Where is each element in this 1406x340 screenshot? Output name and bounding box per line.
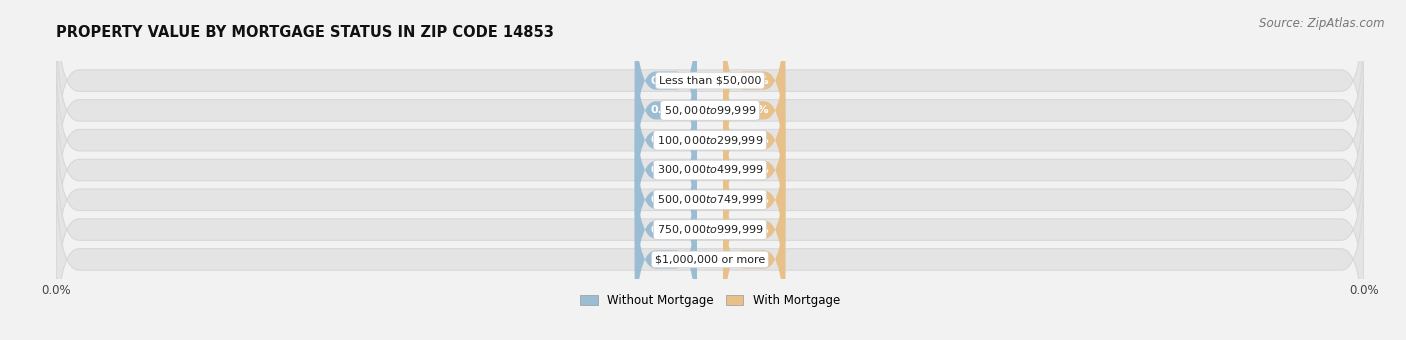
Text: Less than $50,000: Less than $50,000: [659, 75, 761, 86]
Text: 0.0%: 0.0%: [738, 165, 769, 175]
Text: $100,000 to $299,999: $100,000 to $299,999: [657, 134, 763, 147]
FancyBboxPatch shape: [723, 54, 785, 226]
FancyBboxPatch shape: [56, 166, 1364, 340]
Text: $300,000 to $499,999: $300,000 to $499,999: [657, 164, 763, 176]
Text: 0.0%: 0.0%: [651, 135, 682, 145]
Text: 0.0%: 0.0%: [651, 254, 682, 265]
Text: $50,000 to $99,999: $50,000 to $99,999: [664, 104, 756, 117]
FancyBboxPatch shape: [636, 173, 697, 340]
FancyBboxPatch shape: [56, 106, 1364, 293]
Text: 0.0%: 0.0%: [651, 75, 682, 86]
Legend: Without Mortgage, With Mortgage: Without Mortgage, With Mortgage: [575, 290, 845, 312]
FancyBboxPatch shape: [56, 47, 1364, 234]
Text: Source: ZipAtlas.com: Source: ZipAtlas.com: [1260, 17, 1385, 30]
FancyBboxPatch shape: [56, 0, 1364, 174]
FancyBboxPatch shape: [723, 84, 785, 256]
FancyBboxPatch shape: [636, 54, 697, 226]
Text: PROPERTY VALUE BY MORTGAGE STATUS IN ZIP CODE 14853: PROPERTY VALUE BY MORTGAGE STATUS IN ZIP…: [56, 26, 554, 40]
Text: 0.0%: 0.0%: [738, 254, 769, 265]
FancyBboxPatch shape: [723, 173, 785, 340]
FancyBboxPatch shape: [636, 24, 697, 197]
Text: 0.0%: 0.0%: [738, 75, 769, 86]
FancyBboxPatch shape: [636, 143, 697, 316]
Text: 0.0%: 0.0%: [738, 105, 769, 115]
FancyBboxPatch shape: [723, 0, 785, 167]
Text: $1,000,000 or more: $1,000,000 or more: [655, 254, 765, 265]
FancyBboxPatch shape: [636, 0, 697, 167]
Text: 0.0%: 0.0%: [651, 195, 682, 205]
Text: 0.0%: 0.0%: [651, 225, 682, 235]
Text: $500,000 to $749,999: $500,000 to $749,999: [657, 193, 763, 206]
FancyBboxPatch shape: [636, 84, 697, 256]
FancyBboxPatch shape: [56, 136, 1364, 323]
Text: 0.0%: 0.0%: [738, 225, 769, 235]
FancyBboxPatch shape: [723, 114, 785, 286]
FancyBboxPatch shape: [723, 24, 785, 197]
FancyBboxPatch shape: [56, 17, 1364, 204]
Text: 0.0%: 0.0%: [651, 165, 682, 175]
Text: 0.0%: 0.0%: [651, 105, 682, 115]
FancyBboxPatch shape: [56, 76, 1364, 264]
Text: $750,000 to $999,999: $750,000 to $999,999: [657, 223, 763, 236]
Text: 0.0%: 0.0%: [738, 135, 769, 145]
FancyBboxPatch shape: [636, 114, 697, 286]
FancyBboxPatch shape: [723, 143, 785, 316]
Text: 0.0%: 0.0%: [738, 195, 769, 205]
